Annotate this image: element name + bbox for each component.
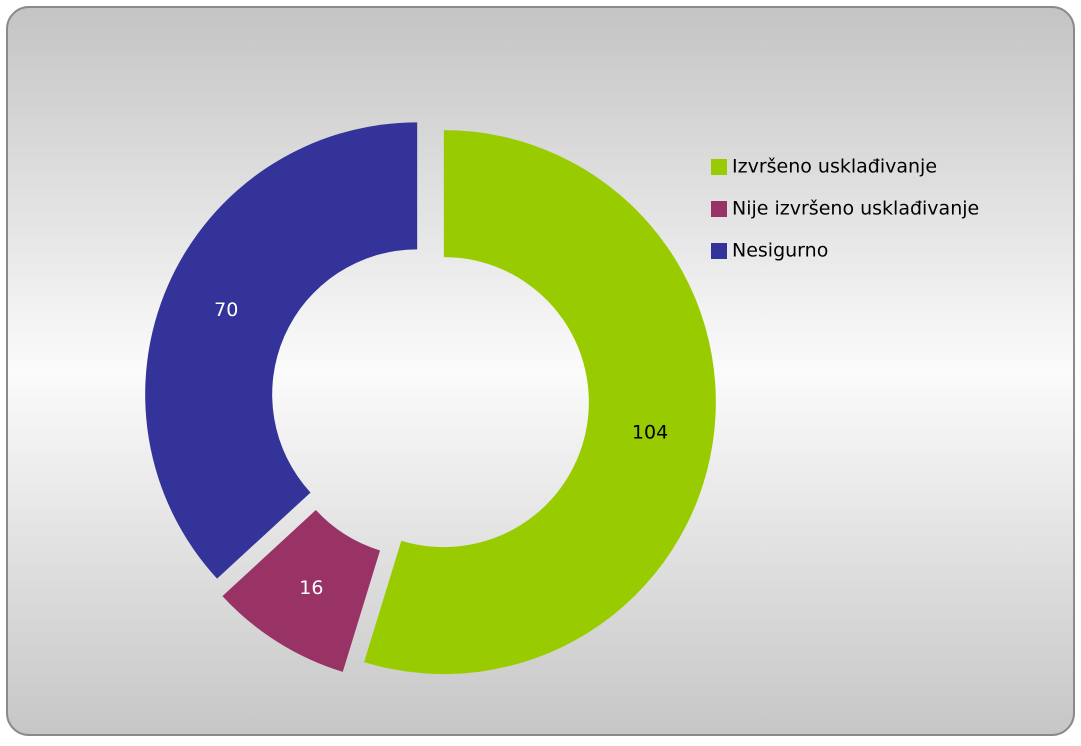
data-label: 16: [299, 577, 323, 599]
data-label: 104: [632, 421, 668, 443]
data-label: 70: [214, 299, 238, 321]
legend-label: Nije izvršeno usklađivanje: [732, 198, 979, 220]
legend-swatch: [711, 201, 727, 217]
legend-label: Nesigurno: [732, 240, 828, 262]
donut-slice: [222, 510, 381, 672]
legend-label: Izvršeno usklađivanje: [732, 156, 937, 178]
legend-swatch: [711, 159, 727, 175]
donut-slice: [145, 122, 418, 579]
donut-slice: [364, 130, 716, 675]
legend-swatch: [711, 243, 727, 259]
